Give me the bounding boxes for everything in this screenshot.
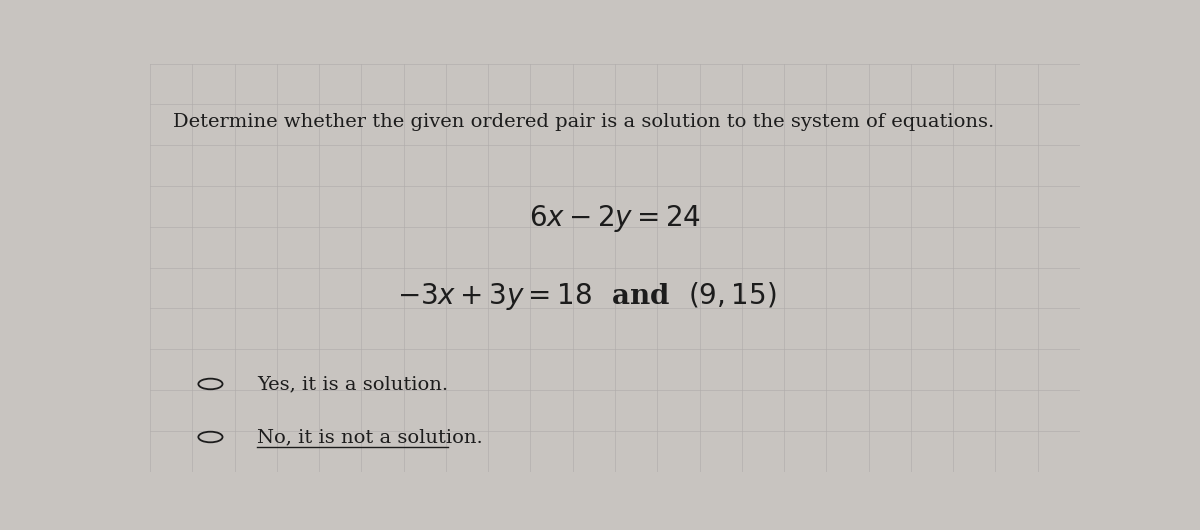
Text: $-3x + 3y = 18$  and  $(9, 15)$: $-3x + 3y = 18$ and $(9, 15)$ — [397, 280, 776, 312]
Text: Determine whether the given ordered pair is a solution to the system of equation: Determine whether the given ordered pair… — [173, 112, 995, 130]
Text: Yes, it is a solution.: Yes, it is a solution. — [257, 375, 448, 393]
Text: $6x - 2y = 24$: $6x - 2y = 24$ — [529, 203, 701, 234]
Text: No, it is not a solution.: No, it is not a solution. — [257, 428, 482, 446]
